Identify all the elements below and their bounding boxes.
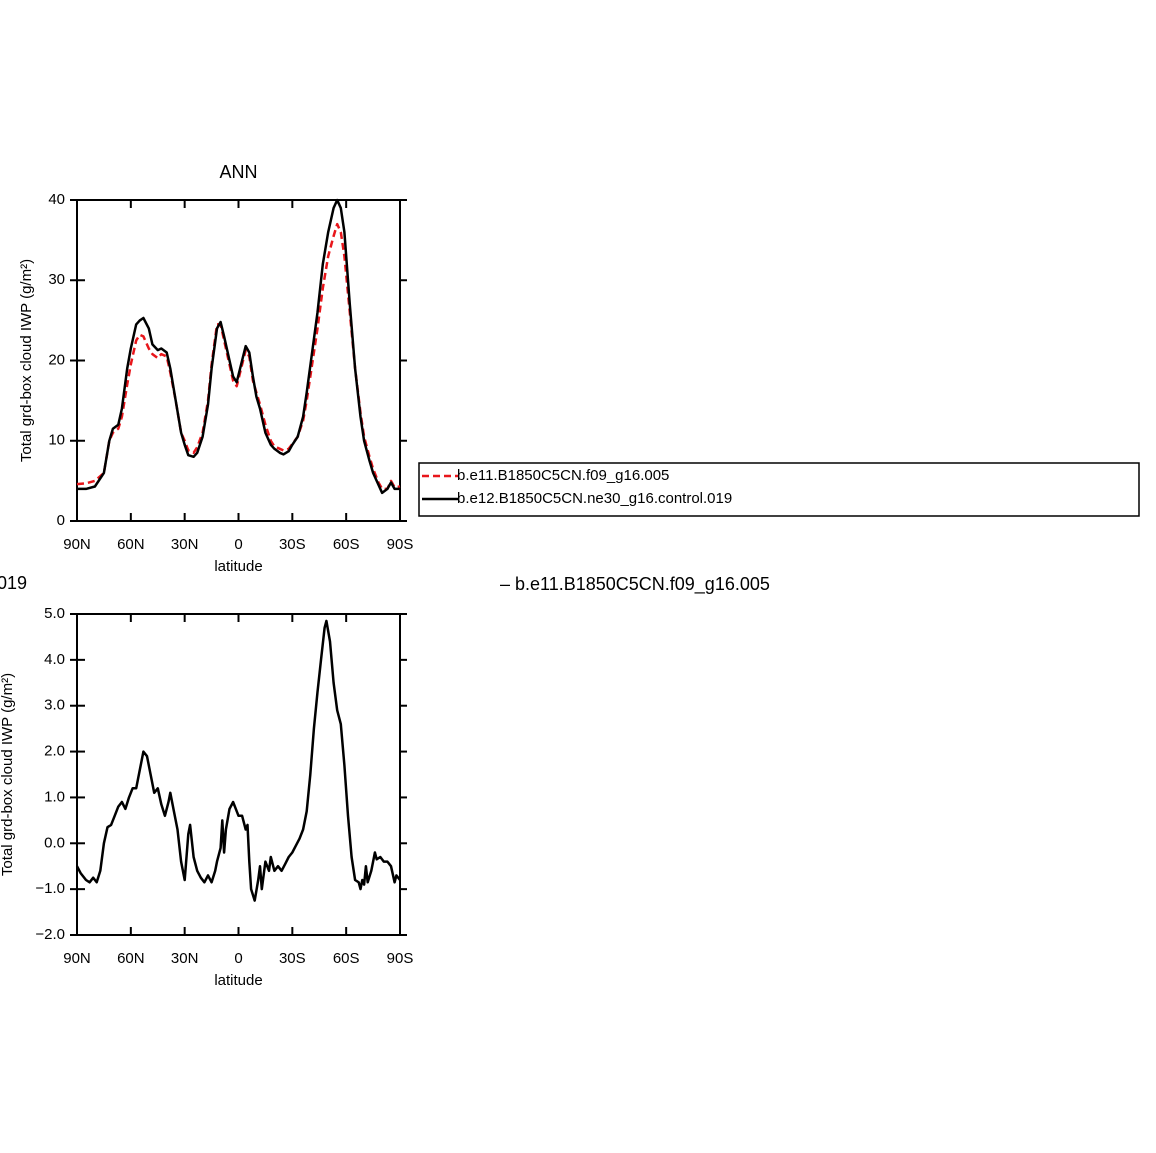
legend-label: b.e11.B1850C5CN.f09_g16.005 <box>457 467 669 484</box>
x-tick-label: 90S <box>387 536 414 553</box>
chart-title-right: – b.e11.B1850C5CN.f09_g16.005 <box>500 574 770 595</box>
y-tick-label: 5.0 <box>44 605 65 622</box>
y-tick-label: 2.0 <box>44 743 65 760</box>
x-tick-label: 90S <box>387 950 414 967</box>
x-tick-label: 0 <box>234 536 242 553</box>
y-tick-label: 10 <box>48 432 65 449</box>
x-tick-label: 90N <box>63 950 91 967</box>
y-tick-label: 0 <box>57 512 65 529</box>
x-axis-label: latitude <box>214 558 262 575</box>
x-tick-label: 60N <box>117 536 145 553</box>
plot-frame <box>76 199 401 522</box>
y-tick-label: 30 <box>48 271 65 288</box>
y-tick-label: −2.0 <box>35 926 65 943</box>
x-tick-label: 90N <box>63 536 91 553</box>
x-tick-label: 30S <box>279 950 306 967</box>
chart-title-left: 019 <box>0 573 27 593</box>
plot-frame <box>76 613 401 936</box>
data-line <box>75 619 401 902</box>
legend-box <box>418 462 1140 517</box>
chart-title: ANN <box>219 162 257 182</box>
x-tick-label: 30N <box>171 536 199 553</box>
y-axis-label: Total grd-box cloud IWP (g/m²) <box>18 259 35 462</box>
data-line <box>76 222 401 491</box>
y-tick-label: 20 <box>48 351 65 368</box>
data-line <box>77 198 400 495</box>
y-tick-label: 1.0 <box>44 788 65 805</box>
x-tick-label: 60N <box>117 950 145 967</box>
x-tick-label: 60S <box>333 536 360 553</box>
y-axis-label: Total grd-box cloud IWP (g/m²) <box>0 673 16 876</box>
y-tick-label: 40 <box>48 191 65 208</box>
x-tick-label: 0 <box>234 950 242 967</box>
y-tick-label: 3.0 <box>44 697 65 714</box>
y-tick-label: −1.0 <box>35 880 65 897</box>
y-tick-label: 0.0 <box>44 834 65 851</box>
x-tick-label: 30N <box>171 950 199 967</box>
y-tick-label: 4.0 <box>44 651 65 668</box>
legend-label: b.e12.B1850C5CN.ne30_g16.control.019 <box>457 490 732 507</box>
x-tick-label: 60S <box>333 950 360 967</box>
x-axis-label: latitude <box>214 972 262 989</box>
x-tick-label: 30S <box>279 536 306 553</box>
